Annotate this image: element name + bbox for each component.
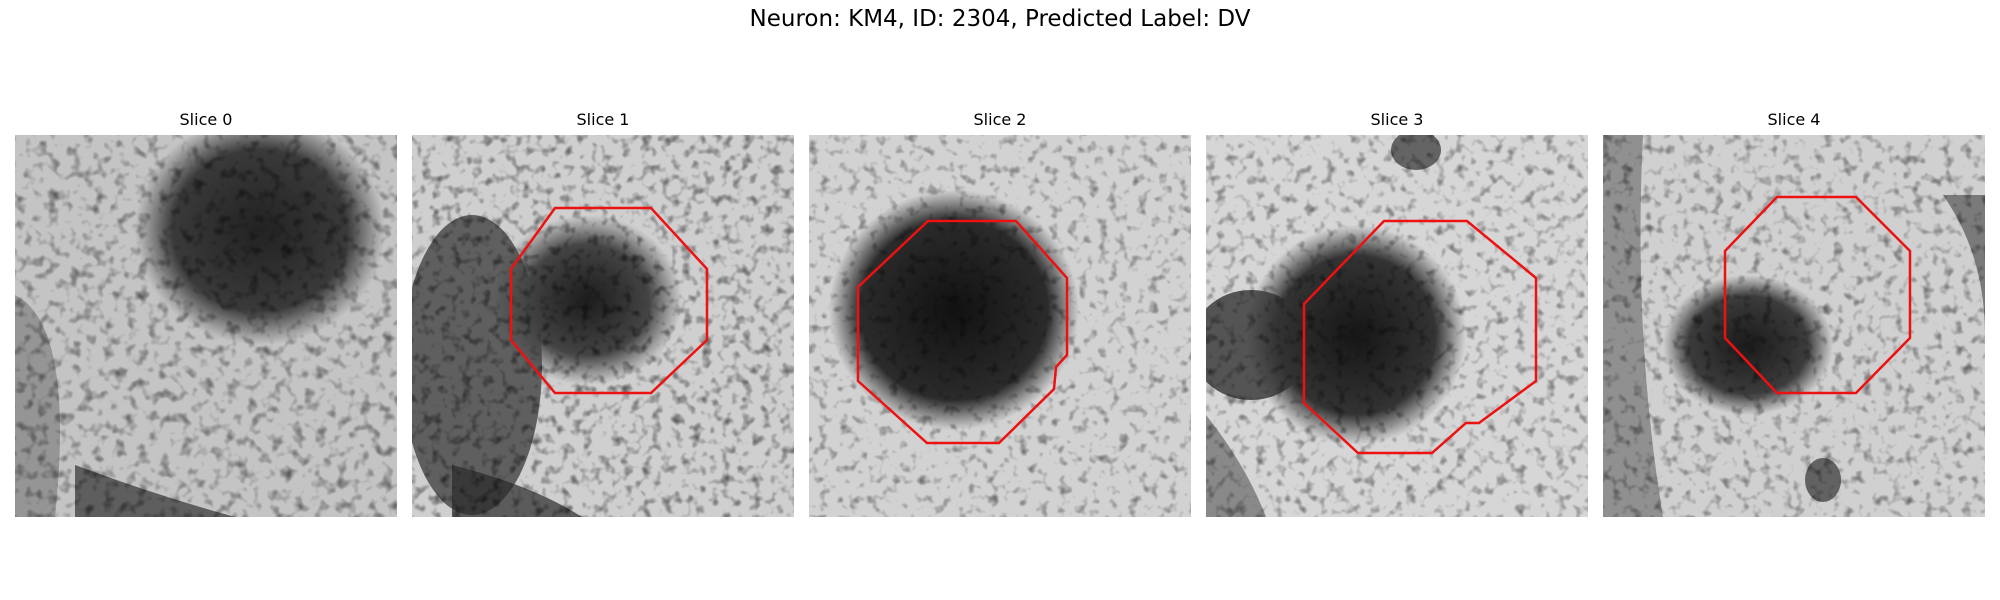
slice-2-image <box>809 135 1191 517</box>
slice-3-title: Slice 3 <box>1370 110 1424 129</box>
slice-4-image <box>1603 135 1985 517</box>
slice-1-title: Slice 1 <box>576 110 630 129</box>
slice-2-title: Slice 2 <box>973 110 1027 129</box>
slice-0-title: Slice 0 <box>179 110 233 129</box>
roi-outline <box>1723 195 1912 395</box>
figure-title: Neuron: KM4, ID: 2304, Predicted Label: … <box>749 6 1251 32</box>
slice-4-title: Slice 4 <box>1767 110 1821 129</box>
roi-outline <box>1302 219 1538 455</box>
slice-1-image <box>412 135 794 517</box>
slice-0-image <box>15 135 397 517</box>
slice-3-image <box>1206 135 1588 517</box>
roi-outline <box>509 206 709 395</box>
roi-outline <box>856 219 1069 445</box>
